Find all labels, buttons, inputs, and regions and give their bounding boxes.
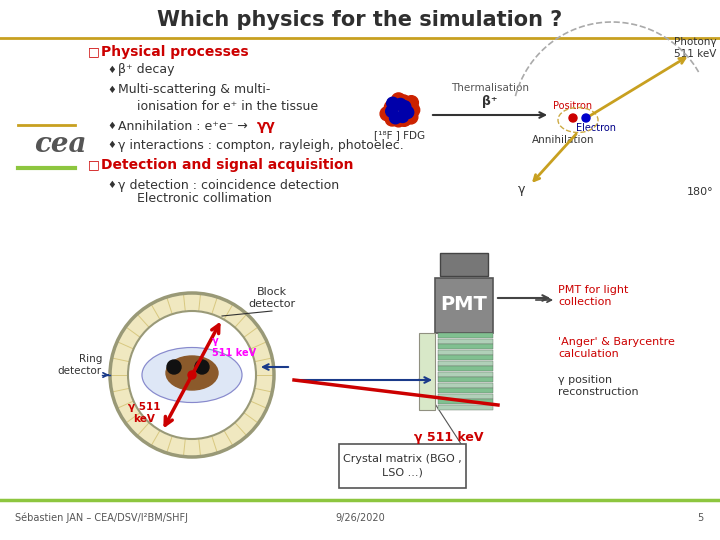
Circle shape (385, 105, 397, 117)
Bar (438, 399, 493, 404)
Circle shape (110, 293, 274, 457)
Circle shape (391, 91, 405, 105)
Bar (438, 382, 493, 388)
Text: PMT: PMT (441, 295, 487, 314)
Text: γγ: γγ (257, 119, 276, 133)
Text: Annihilation : e⁺e⁻ →: Annihilation : e⁺e⁻ → (118, 119, 252, 132)
Circle shape (398, 114, 412, 128)
Bar (438, 339, 493, 343)
Text: γ
511 keV: γ 511 keV (212, 336, 256, 358)
Text: γ detection : coincidence detection: γ detection : coincidence detection (118, 179, 339, 192)
Bar (419, 333, 435, 410)
Text: Thermalisation: Thermalisation (451, 83, 529, 93)
Text: Detection and signal acquisition: Detection and signal acquisition (101, 158, 354, 172)
Ellipse shape (142, 348, 242, 402)
Text: Block
detector: Block detector (248, 287, 296, 309)
Text: γ 511 keV: γ 511 keV (414, 431, 484, 444)
Circle shape (397, 111, 409, 123)
Bar (438, 372, 493, 376)
Text: Ring
detector: Ring detector (58, 354, 102, 376)
Circle shape (385, 100, 399, 114)
Bar (438, 355, 493, 360)
Text: ionisation for e⁺ in the tissue: ionisation for e⁺ in the tissue (137, 100, 318, 113)
Circle shape (404, 96, 418, 110)
Text: 180°: 180° (687, 187, 714, 197)
Bar (438, 394, 493, 399)
Text: Crystal matrix (BGO ,
LSO ...): Crystal matrix (BGO , LSO ...) (343, 454, 462, 477)
Bar (438, 404, 493, 409)
Text: 'Anger' & Barycentre
calculation: 'Anger' & Barycentre calculation (558, 337, 675, 359)
Bar (438, 366, 493, 371)
Circle shape (387, 110, 401, 124)
Circle shape (128, 311, 256, 439)
Circle shape (387, 97, 399, 109)
Text: β⁺: β⁺ (482, 96, 498, 109)
Circle shape (167, 360, 181, 374)
Text: γ 511
keV: γ 511 keV (127, 402, 161, 424)
Text: ♦: ♦ (107, 65, 116, 75)
Circle shape (391, 110, 403, 122)
Text: Physical processes: Physical processes (101, 45, 248, 59)
Text: cea: cea (34, 132, 86, 159)
Bar (438, 344, 493, 349)
Circle shape (569, 114, 577, 122)
Circle shape (395, 96, 407, 108)
Text: Photonγ
511 keV: Photonγ 511 keV (674, 37, 716, 59)
Text: Which physics for the simulation ?: Which physics for the simulation ? (158, 10, 562, 30)
Text: β⁺ decay: β⁺ decay (118, 64, 174, 77)
Bar (438, 333, 493, 338)
Circle shape (582, 114, 590, 122)
Ellipse shape (166, 356, 218, 390)
Text: Sébastien JAN – CEA/DSV/I²BM/SHFJ: Sébastien JAN – CEA/DSV/I²BM/SHFJ (15, 513, 188, 523)
Text: ♦: ♦ (107, 140, 116, 150)
Bar (438, 349, 493, 354)
Text: Positron: Positron (554, 101, 593, 111)
Circle shape (392, 112, 406, 126)
FancyBboxPatch shape (339, 444, 466, 488)
Text: □: □ (88, 45, 100, 58)
Text: 5: 5 (697, 513, 703, 523)
Text: PMT for light
collection: PMT for light collection (558, 285, 629, 307)
Text: γ position
reconstruction: γ position reconstruction (558, 375, 639, 397)
Circle shape (402, 109, 417, 123)
Circle shape (195, 360, 209, 374)
Text: γ interactions : compton, rayleigh, photoelec.: γ interactions : compton, rayleigh, phot… (118, 138, 404, 152)
Text: Multi-scattering & multi-: Multi-scattering & multi- (118, 84, 271, 97)
Circle shape (399, 91, 413, 104)
Text: 9/26/2020: 9/26/2020 (335, 513, 385, 523)
Circle shape (188, 371, 196, 379)
Text: [¹⁸F ] FDG: [¹⁸F ] FDG (374, 130, 426, 140)
Text: Annihilation: Annihilation (532, 135, 594, 145)
Circle shape (400, 99, 413, 112)
Bar (440, 253, 488, 276)
Text: ♦: ♦ (107, 180, 116, 190)
Text: ♦: ♦ (107, 85, 116, 95)
Bar (435, 278, 493, 333)
Bar (438, 377, 493, 382)
Text: Electron: Electron (576, 123, 616, 133)
Circle shape (400, 106, 412, 118)
Circle shape (403, 107, 415, 119)
Text: □: □ (88, 159, 100, 172)
Text: Electronic collimation: Electronic collimation (137, 192, 271, 205)
Circle shape (384, 106, 398, 120)
Circle shape (406, 103, 420, 117)
Text: ♦: ♦ (107, 121, 116, 131)
Circle shape (406, 103, 420, 117)
Text: γ: γ (518, 184, 526, 197)
Circle shape (387, 96, 401, 110)
Bar (438, 388, 493, 393)
Bar (438, 361, 493, 366)
